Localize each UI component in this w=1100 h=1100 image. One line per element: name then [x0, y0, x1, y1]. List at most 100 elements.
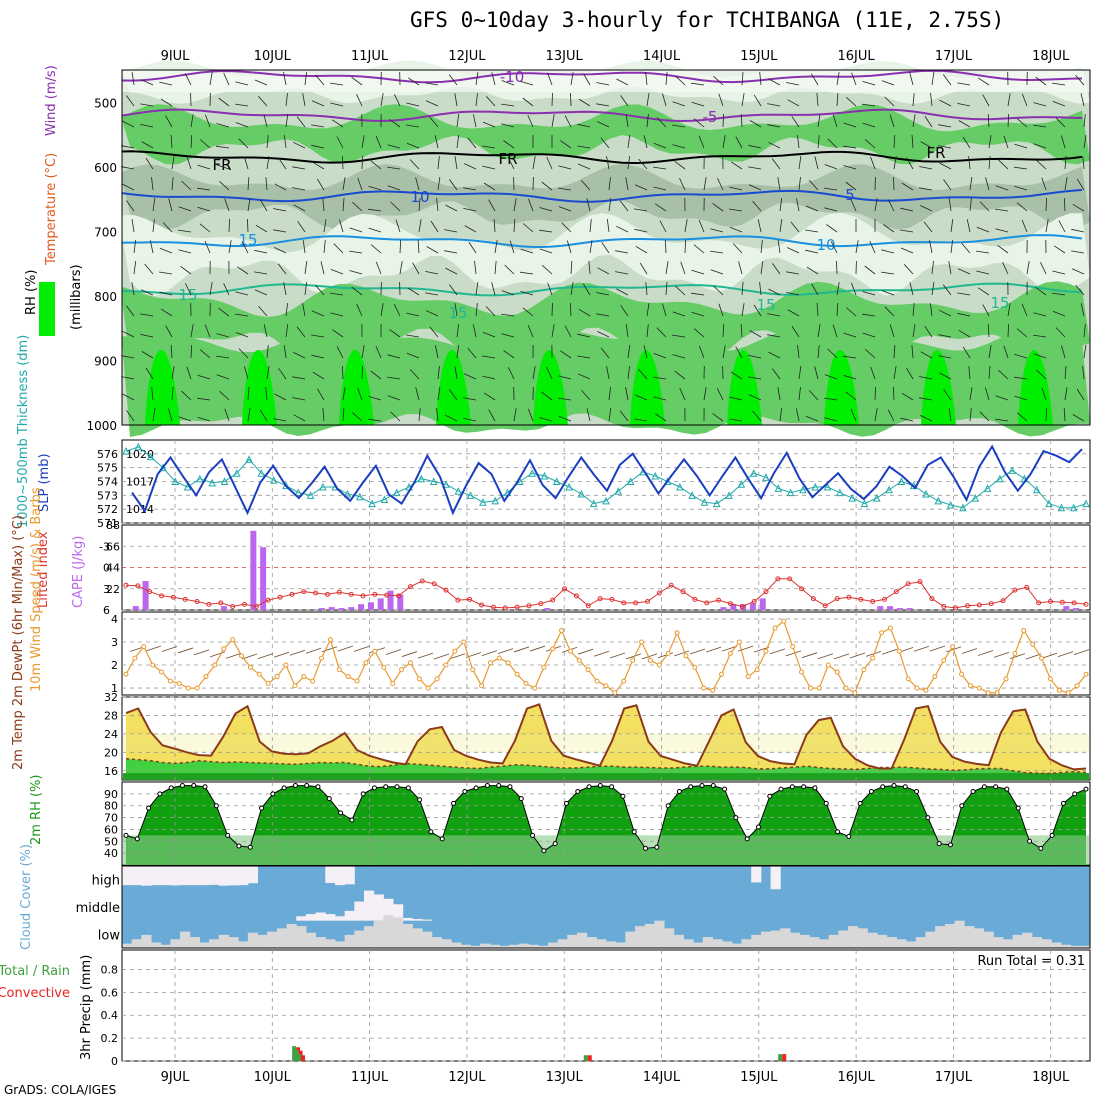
thickness-marker	[676, 482, 684, 491]
rh-plume	[630, 349, 665, 425]
wind-barb	[768, 351, 781, 359]
rh-tick: 50	[104, 835, 118, 848]
wind-barb	[1035, 76, 1047, 86]
wind-barb	[247, 218, 249, 233]
cloud-low-bar	[286, 923, 297, 948]
temp-axis-label: 2m Temp 2m DewPt (6hr Min/Max) (°C)	[11, 515, 26, 770]
cloud-low-bar	[131, 939, 142, 948]
wind-barb	[407, 287, 420, 296]
wind-barb	[1080, 93, 1085, 107]
wind-barb	[864, 139, 876, 149]
rh-marker	[981, 784, 987, 790]
wind-barb	[672, 334, 686, 338]
wind-barb	[735, 136, 743, 149]
thickness-marker	[183, 482, 192, 491]
cloud-low-bar	[538, 945, 549, 948]
wind-barb	[824, 417, 838, 422]
wind-barb	[296, 116, 306, 128]
wind-barb	[577, 355, 591, 359]
li-marker	[704, 600, 710, 606]
li-marker	[526, 603, 532, 609]
wind-barb	[1080, 303, 1085, 317]
cloud-low-bar	[431, 937, 442, 948]
wind-barb	[826, 224, 838, 233]
cloud-low-bar	[693, 942, 704, 948]
wind-barb	[449, 179, 458, 191]
wind-barb	[199, 139, 211, 149]
rh-tick: 90	[104, 788, 118, 801]
wind-barb	[389, 329, 401, 338]
date-label-top: 10JUL	[254, 49, 292, 64]
wind-marker	[683, 653, 689, 659]
wind-barb	[662, 303, 667, 317]
rh-marker	[394, 784, 400, 790]
surface-wind-barb	[417, 652, 434, 659]
wind-barb	[1033, 312, 1047, 317]
cloud-low-bar	[915, 937, 926, 948]
rh-marker	[586, 784, 592, 790]
cloud-low-bar	[141, 934, 152, 948]
surface-wind-barb	[433, 653, 450, 660]
wind-barb	[600, 137, 610, 149]
wind-barb	[969, 387, 973, 401]
wind-barb	[539, 248, 553, 254]
wind-marker	[150, 662, 156, 668]
li-marker	[230, 603, 236, 609]
wind-barb	[1014, 185, 1028, 191]
date-label-top: 13JUL	[546, 49, 584, 64]
wind-barb	[390, 411, 401, 422]
wind-barb	[578, 308, 591, 317]
isotherm-15	[121, 282, 1083, 297]
wind-barb	[389, 118, 401, 128]
wind-barb	[767, 334, 781, 338]
wind-barb	[586, 198, 591, 212]
wind-barb	[171, 366, 175, 380]
wind-barb	[464, 225, 477, 233]
wind-barb	[426, 310, 439, 317]
cloud-high-bar	[344, 866, 355, 885]
cloud-axis-label: Cloud Cover (%)	[19, 844, 34, 950]
wind-barb	[943, 179, 952, 191]
li-marker	[1036, 600, 1042, 606]
wind-barb	[874, 408, 878, 422]
li-marker	[621, 600, 627, 606]
isotherm-label: 10	[816, 236, 835, 254]
wind-barb	[485, 306, 496, 317]
rh-marker	[744, 836, 750, 842]
thickness-marker	[626, 477, 635, 485]
wind-tick: 3	[111, 636, 118, 649]
wind-barb	[448, 284, 458, 296]
wind-barb	[145, 367, 154, 380]
wind-barb	[1063, 407, 1066, 422]
wind-barb	[919, 376, 933, 380]
date-label-top: 9JUL	[161, 49, 191, 64]
wind-barb	[995, 208, 1009, 212]
wind-barb	[693, 118, 705, 128]
wind-barb	[273, 208, 287, 212]
wind-marker	[1012, 651, 1018, 656]
wind-barb	[415, 387, 420, 401]
rh-marker	[552, 841, 558, 847]
wind-barb	[881, 290, 895, 296]
wind-barb	[425, 292, 439, 296]
wind-barb	[1052, 292, 1066, 296]
cloud-low-bar	[935, 926, 946, 948]
wind-barb	[830, 241, 838, 254]
wind-barb	[349, 250, 363, 254]
wind-barb	[814, 366, 819, 380]
wind-barb	[664, 239, 667, 254]
wind-barb	[795, 408, 800, 422]
wind-barb	[570, 260, 573, 275]
pressure-axis-label: (millibars)	[69, 264, 84, 330]
cloud-low-bar	[973, 928, 985, 948]
wind-barb	[581, 389, 591, 401]
wind-barb	[798, 366, 802, 380]
wind-barb	[463, 373, 477, 380]
precip-convective-bar	[300, 1055, 305, 1061]
wind-barb	[912, 303, 915, 317]
wind-barb	[570, 72, 574, 86]
wind-marker	[550, 646, 556, 652]
wind-barb	[263, 114, 268, 128]
wind-barb	[254, 79, 268, 86]
wind-marker	[576, 657, 582, 663]
